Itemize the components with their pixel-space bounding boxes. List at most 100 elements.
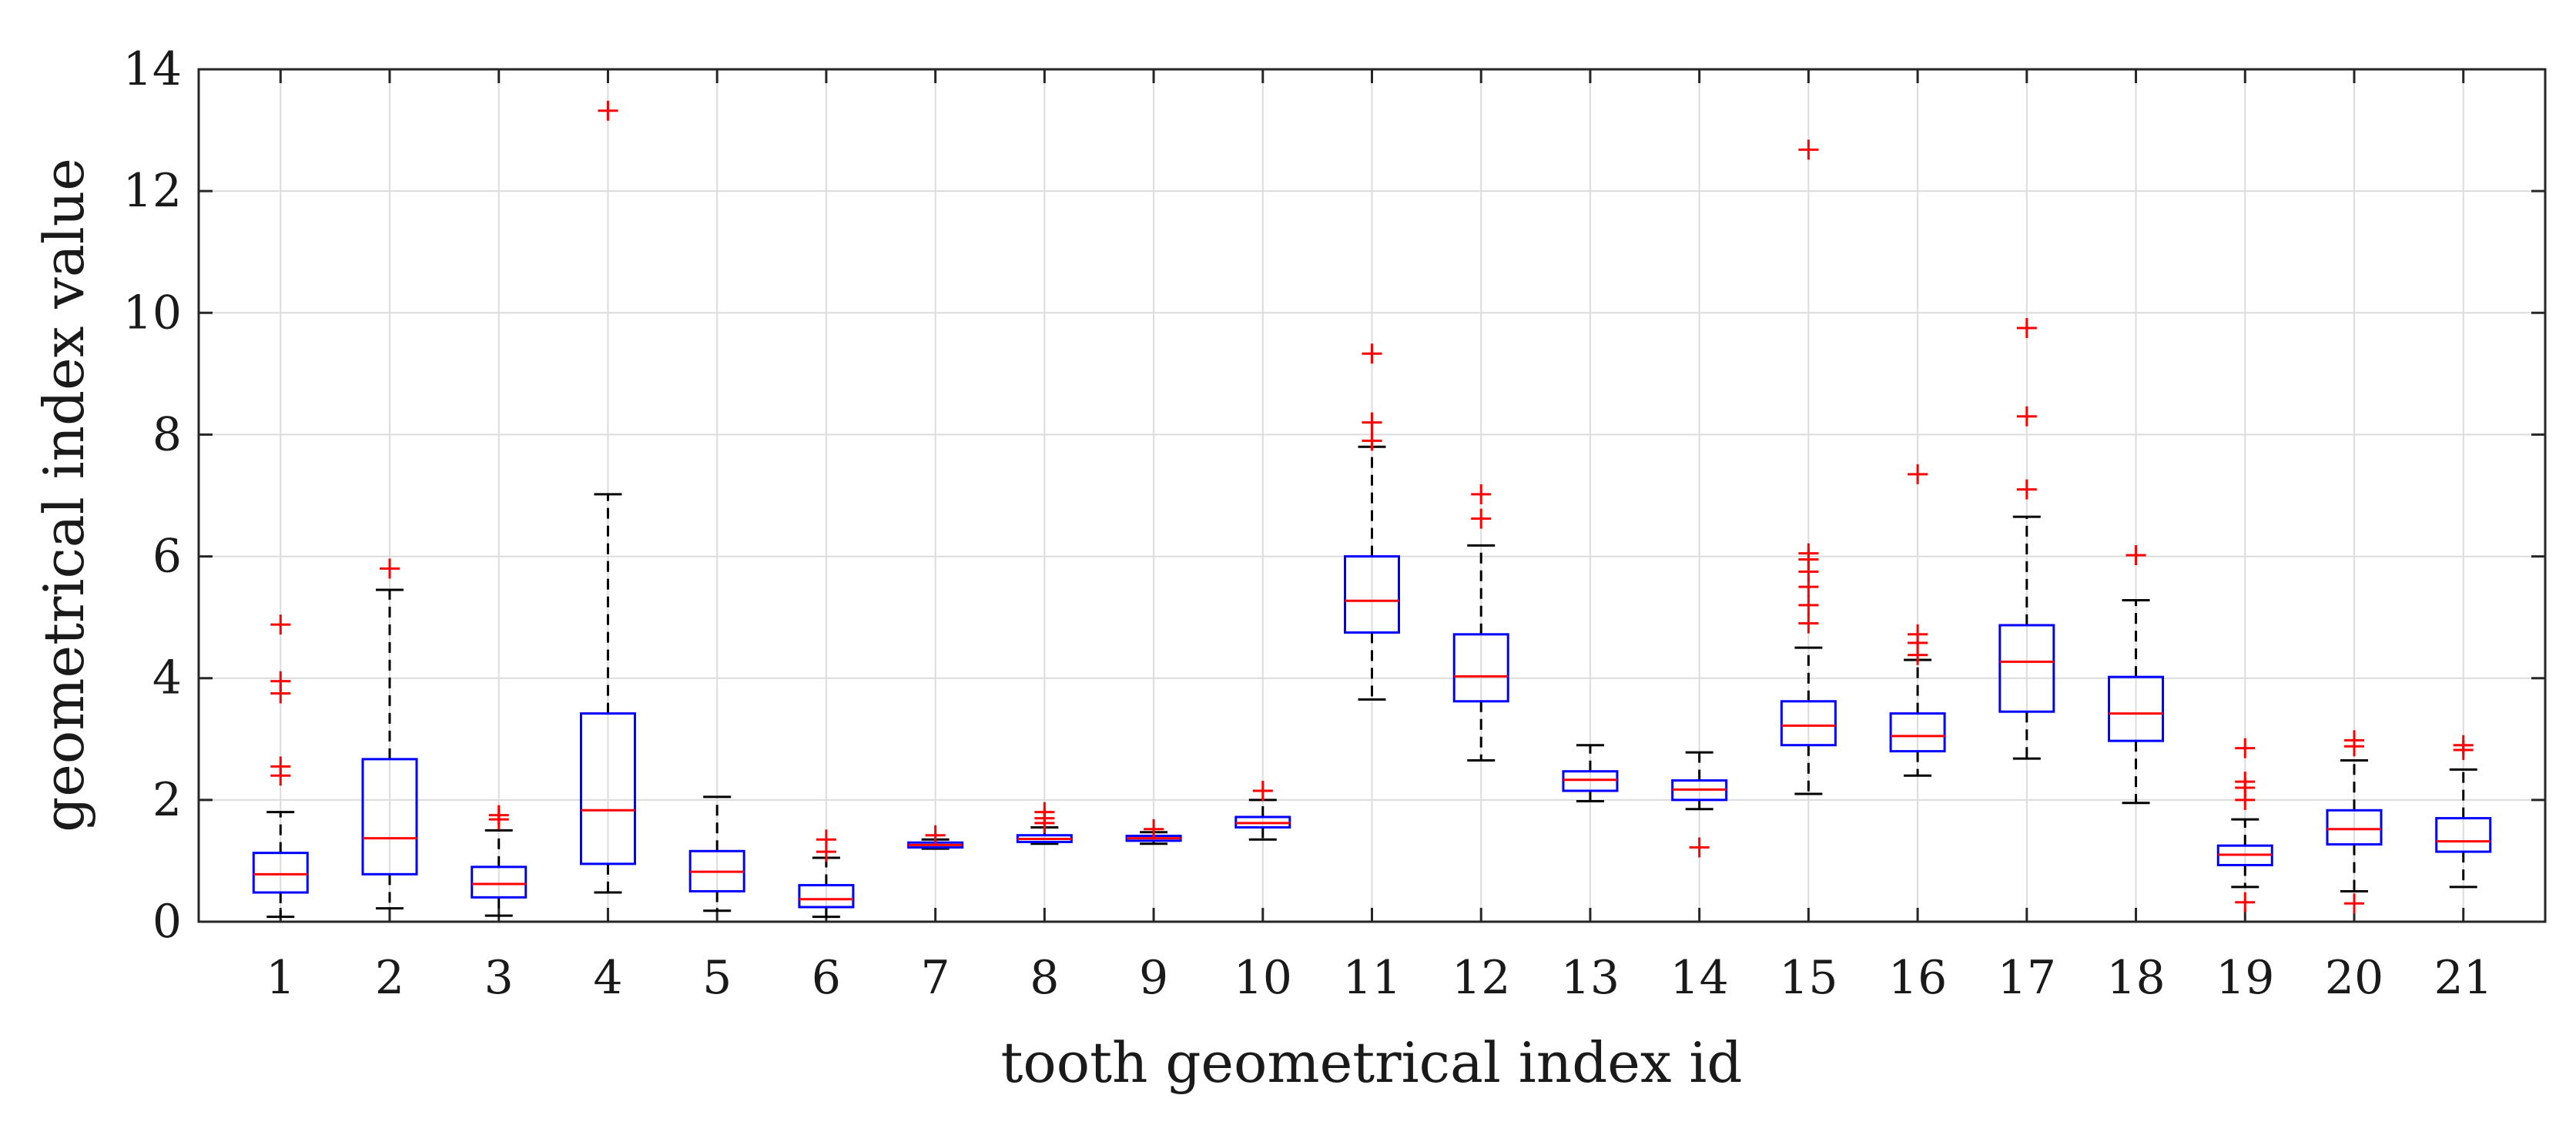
outlier-marker: [2235, 772, 2256, 792]
y-tick-label: 2: [152, 773, 182, 827]
box-iqr: [361, 758, 418, 876]
box-group-20: [2326, 730, 2383, 914]
outlier-marker: [1362, 430, 1382, 451]
x-tick-label: 19: [2216, 951, 2274, 1005]
outlier-marker: [1689, 837, 1710, 858]
outlier-marker: [2016, 318, 2037, 339]
outlier-marker: [270, 671, 291, 691]
box-iqr: [798, 884, 855, 909]
x-tick-label: 3: [484, 951, 514, 1005]
box-group-17: [1998, 318, 2055, 760]
box-iqr: [1998, 624, 2055, 713]
outlier-marker: [1798, 139, 1819, 160]
box-group-8: [1016, 802, 1073, 845]
x-tick-label: 15: [1779, 951, 1837, 1005]
outlier-marker: [488, 805, 509, 825]
x-tick-label: 4: [593, 951, 622, 1005]
outlier-marker: [1252, 780, 1273, 801]
box-group-5: [688, 795, 745, 912]
box-group-4: [579, 100, 636, 894]
box-group-1: [252, 614, 309, 919]
x-tick-label: 11: [1342, 951, 1401, 1005]
box-group-12: [1452, 484, 1509, 762]
box-iqr: [1889, 712, 1946, 753]
outlier-marker: [1144, 819, 1164, 839]
box-iqr: [1452, 633, 1509, 703]
x-tick-label: 1: [266, 951, 295, 1005]
outlier-marker: [2235, 892, 2256, 912]
box-group-19: [2216, 738, 2273, 912]
y-tick-label: 10: [123, 286, 182, 340]
outlier-marker: [1362, 412, 1382, 433]
outlier-marker: [1798, 613, 1819, 634]
box-iqr: [1344, 555, 1400, 634]
outlier-marker: [270, 756, 291, 777]
box-group-14: [1671, 751, 1728, 858]
outlier-marker: [1471, 508, 1492, 529]
box-group-16: [1889, 464, 1946, 777]
outlier-marker: [2016, 406, 2037, 427]
outlier-marker: [2453, 735, 2474, 755]
box-iqr: [579, 712, 636, 866]
x-axis-label: tooth geometrical index id: [1001, 1030, 1743, 1095]
outlier-marker: [2343, 893, 2364, 914]
x-tick-label: 6: [812, 951, 841, 1005]
outlier-marker: [2343, 730, 2364, 751]
x-tick-label: 9: [1139, 951, 1168, 1005]
x-tick-label: 7: [921, 951, 950, 1005]
box-group-6: [798, 829, 855, 919]
box-group-15: [1780, 139, 1837, 795]
box-group-10: [1234, 780, 1291, 841]
box-group-11: [1344, 343, 1400, 701]
x-tick-label: 16: [1888, 951, 1947, 1005]
y-tick-label: 8: [152, 407, 182, 461]
box-group-13: [1562, 744, 1619, 802]
outlier-marker: [816, 829, 836, 850]
y-tick-label: 6: [152, 530, 182, 584]
outlier-marker: [1471, 484, 1492, 504]
y-tick-label: 0: [152, 895, 182, 949]
box-iqr: [252, 852, 309, 894]
box-group-21: [2435, 735, 2492, 889]
box-iqr: [2435, 817, 2492, 853]
x-tick-label: 8: [1030, 951, 1059, 1005]
outlier-marker: [1908, 464, 1928, 484]
box-iqr: [1780, 700, 1837, 747]
x-tick-label: 14: [1670, 951, 1728, 1005]
boxes-layer: [252, 100, 2492, 919]
x-tick-label: 18: [2106, 951, 2165, 1005]
outlier-marker: [1034, 802, 1055, 822]
x-tick-label: 10: [1234, 951, 1292, 1005]
outlier-marker: [1798, 543, 1819, 564]
box-group-18: [2108, 544, 2165, 805]
box-group-3: [471, 805, 528, 917]
y-axis-label: geometrical index value: [32, 158, 96, 832]
box-iqr: [1562, 770, 1619, 792]
box-iqr: [2108, 675, 2165, 742]
box-iqr: [471, 866, 528, 899]
box-group-2: [361, 558, 418, 910]
x-tick-label: 13: [1561, 951, 1620, 1005]
outlier-marker: [380, 558, 400, 579]
box-iqr: [2326, 809, 2383, 846]
box-group-9: [1125, 819, 1182, 845]
y-tick-label: 4: [152, 651, 182, 705]
x-tick-label: 5: [702, 951, 732, 1005]
box-group-7: [907, 825, 964, 850]
x-tick-label: 17: [1998, 951, 2056, 1005]
outlier-marker: [1798, 594, 1819, 615]
x-tick-label: 12: [1452, 951, 1510, 1005]
x-tick-label: 20: [2325, 951, 2383, 1005]
outlier-marker: [1362, 343, 1382, 364]
y-tick-label: 14: [123, 42, 182, 96]
outlier-marker: [2235, 738, 2256, 758]
outlier-marker: [598, 100, 618, 121]
y-tick-label: 12: [123, 164, 182, 218]
outlier-marker: [2125, 544, 2146, 565]
outlier-marker: [2016, 479, 2037, 500]
outlier-marker: [270, 614, 291, 635]
outlier-marker: [925, 825, 946, 845]
